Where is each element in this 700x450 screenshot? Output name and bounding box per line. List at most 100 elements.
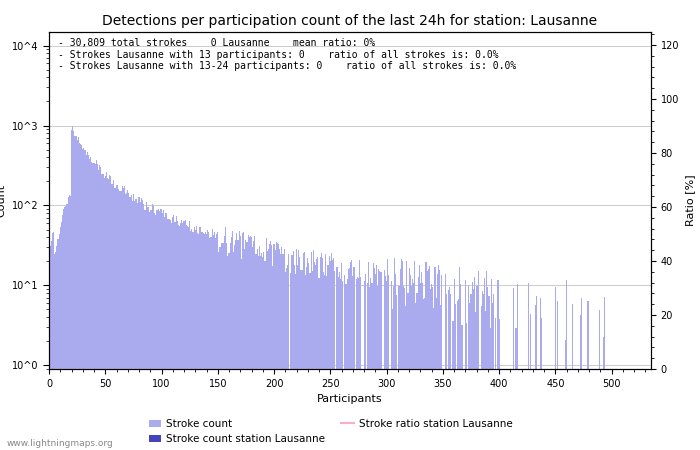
Bar <box>387 259 388 450</box>
Bar <box>322 258 323 450</box>
Bar <box>280 254 281 450</box>
Bar <box>263 252 265 450</box>
Bar <box>220 243 222 450</box>
Bar <box>495 318 496 450</box>
Bar <box>139 202 141 450</box>
Bar <box>413 283 414 450</box>
Bar <box>312 271 313 450</box>
Bar <box>296 249 297 450</box>
Bar <box>306 267 307 450</box>
Bar <box>470 294 472 450</box>
Bar <box>437 274 438 450</box>
Bar <box>78 137 79 450</box>
Bar <box>66 204 68 450</box>
Bar <box>423 299 424 450</box>
Bar <box>449 287 450 450</box>
Bar <box>152 204 153 450</box>
Bar <box>480 306 482 450</box>
Bar <box>163 211 164 450</box>
Bar <box>466 323 467 450</box>
Bar <box>498 319 500 450</box>
Bar <box>428 269 429 450</box>
Bar <box>117 185 118 450</box>
Bar <box>182 223 183 450</box>
Bar <box>297 265 298 450</box>
Bar <box>334 271 335 450</box>
Bar <box>528 284 529 450</box>
Bar <box>206 234 207 450</box>
Bar <box>391 310 393 450</box>
Bar <box>365 274 366 450</box>
Bar <box>70 197 71 450</box>
Bar <box>394 258 395 450</box>
Bar <box>136 199 137 450</box>
Bar <box>284 249 285 450</box>
Bar <box>293 251 294 450</box>
Bar <box>572 305 573 450</box>
Bar <box>604 297 606 450</box>
Bar <box>482 291 483 450</box>
Bar <box>377 286 378 450</box>
Bar <box>285 272 286 450</box>
Bar <box>167 219 168 450</box>
Bar <box>158 209 159 450</box>
Bar <box>483 293 484 450</box>
Bar <box>267 251 268 450</box>
Bar <box>477 286 478 450</box>
Y-axis label: Count: Count <box>0 184 6 217</box>
Bar <box>146 202 148 450</box>
Bar <box>324 274 326 450</box>
Bar <box>258 256 259 450</box>
Bar <box>89 159 90 450</box>
Bar <box>194 227 195 450</box>
Bar <box>411 286 412 450</box>
Bar <box>438 265 439 450</box>
Bar <box>82 149 83 450</box>
Bar <box>517 284 518 450</box>
Bar <box>535 305 536 450</box>
Bar <box>393 286 394 450</box>
Bar <box>565 339 566 450</box>
Bar <box>61 222 62 450</box>
Bar <box>68 197 69 450</box>
Bar <box>262 257 263 450</box>
Bar <box>513 288 514 450</box>
Bar <box>419 265 420 450</box>
Bar <box>478 271 480 450</box>
Bar <box>207 230 208 450</box>
Bar <box>231 237 232 450</box>
Bar <box>557 301 558 450</box>
Bar <box>398 286 400 450</box>
Bar <box>441 275 442 450</box>
Bar <box>168 219 169 450</box>
Text: - 30,809 total strokes    0 Lausanne    mean ratio: 0%
- Strokes Lausanne with 1: - 30,809 total strokes 0 Lausanne mean r… <box>58 38 517 72</box>
Bar <box>448 290 449 450</box>
Bar <box>218 252 220 450</box>
Bar <box>358 279 359 450</box>
Bar <box>300 270 302 450</box>
Bar <box>321 253 322 450</box>
Bar <box>271 245 272 450</box>
Bar <box>141 198 142 450</box>
Bar <box>276 243 277 450</box>
Bar <box>357 277 358 450</box>
Bar <box>396 295 398 450</box>
Bar <box>287 266 288 450</box>
Bar <box>369 287 370 450</box>
Bar <box>395 274 396 450</box>
Bar <box>248 237 250 450</box>
Bar <box>473 288 474 450</box>
Bar <box>113 188 115 450</box>
Bar <box>279 249 280 450</box>
Bar <box>105 176 106 450</box>
Bar <box>62 216 63 450</box>
Bar <box>435 298 437 450</box>
Bar <box>429 266 430 450</box>
Bar <box>344 274 346 450</box>
Bar <box>422 283 423 450</box>
Bar <box>313 250 314 450</box>
Bar <box>475 312 476 450</box>
Bar <box>330 261 331 450</box>
Bar <box>120 191 122 450</box>
Bar <box>486 271 487 450</box>
